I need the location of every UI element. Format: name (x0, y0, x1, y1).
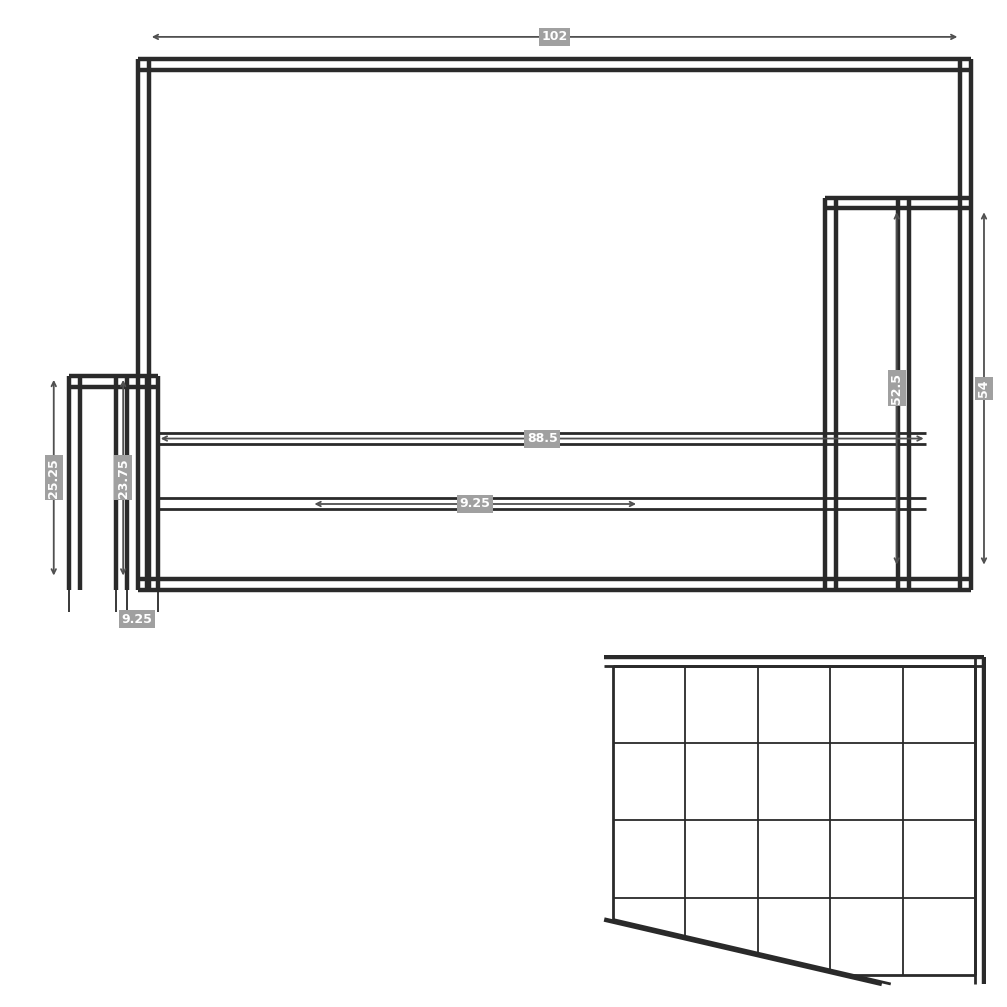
Text: 52.5: 52.5 (890, 373, 903, 404)
Text: 9.25: 9.25 (460, 497, 490, 511)
Polygon shape (599, 607, 1007, 655)
Text: 102: 102 (542, 30, 568, 43)
Text: 25.25: 25.25 (47, 458, 60, 497)
Text: 9.25: 9.25 (122, 612, 152, 625)
Text: 88.5: 88.5 (527, 432, 558, 445)
Polygon shape (986, 652, 1007, 989)
Text: 23.75: 23.75 (117, 458, 130, 497)
Text: 54: 54 (978, 380, 991, 397)
Polygon shape (602, 655, 882, 986)
